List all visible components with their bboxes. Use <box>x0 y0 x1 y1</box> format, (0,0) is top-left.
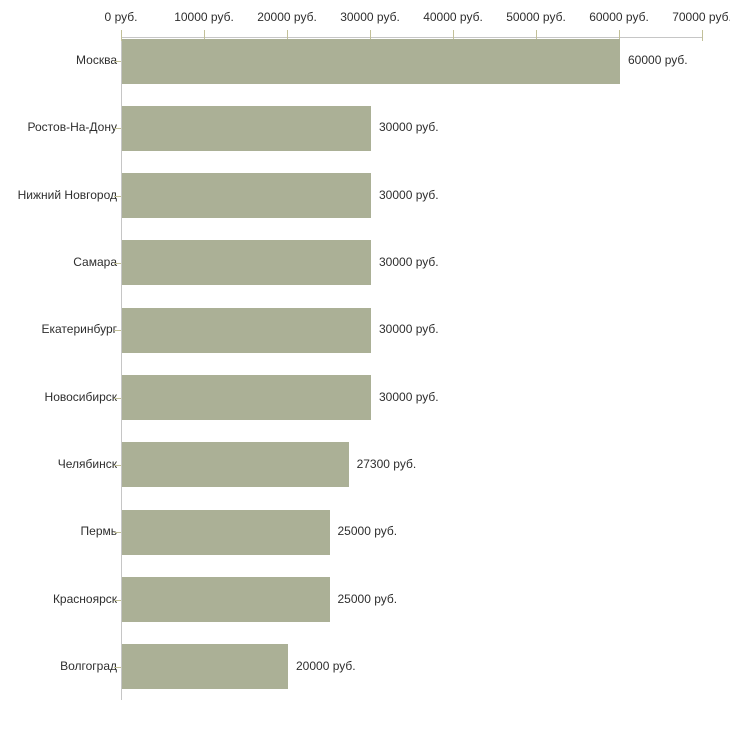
x-axis-tick-label: 70000 руб. <box>672 10 730 24</box>
bar <box>122 577 330 623</box>
x-axis-tick-label: 60000 руб. <box>589 10 649 24</box>
value-label: 25000 руб. <box>337 591 398 606</box>
bar <box>122 375 371 421</box>
category-label: Екатеринбург <box>41 322 118 337</box>
value-label: 30000 руб. <box>379 187 439 202</box>
bar <box>122 307 371 353</box>
bar <box>122 105 371 151</box>
x-axis-tick-label: 30000 руб. <box>340 10 400 24</box>
y-axis-line <box>121 37 122 700</box>
x-axis-tick <box>536 30 537 41</box>
y-axis-tick <box>114 262 121 264</box>
bar <box>122 509 330 555</box>
category-label: Самара <box>73 254 117 269</box>
x-axis-tick <box>287 30 288 41</box>
bar <box>122 240 371 286</box>
category-label: Ростов-На-Дону <box>27 120 117 135</box>
category-label: Красноярск <box>52 591 117 606</box>
bar <box>122 38 620 84</box>
x-axis-tick-label: 40000 руб. <box>423 10 483 24</box>
value-label: 20000 руб. <box>296 658 356 673</box>
value-label: 60000 руб. <box>628 53 688 67</box>
x-axis-tick <box>370 30 371 41</box>
category-label: Волгоград <box>60 658 117 673</box>
x-axis-tick-label: 20000 руб. <box>257 10 317 24</box>
bar <box>122 442 349 488</box>
value-label: 30000 руб. <box>379 322 439 337</box>
category-label: Москва <box>76 53 117 67</box>
x-axis-tick <box>453 30 454 41</box>
y-axis-tick <box>114 61 121 62</box>
y-axis-tick <box>114 532 121 534</box>
y-axis-tick <box>114 330 121 332</box>
y-axis-tick <box>114 128 121 130</box>
bar <box>122 173 371 219</box>
category-label: Нижний Новгород <box>17 187 117 202</box>
value-label: 25000 руб. <box>337 524 398 539</box>
x-axis-tick <box>702 30 703 41</box>
x-axis-tick <box>204 30 205 41</box>
x-axis-tick-label: 10000 руб. <box>174 10 234 24</box>
y-axis-tick <box>114 666 121 668</box>
value-label: 27300 руб. <box>356 456 417 471</box>
y-axis-tick <box>114 464 121 466</box>
y-axis-tick <box>114 195 121 197</box>
value-label: 30000 руб. <box>379 389 439 404</box>
y-axis-tick <box>114 397 121 399</box>
x-axis-line <box>121 37 702 38</box>
bar <box>122 644 288 690</box>
value-label: 30000 руб. <box>379 120 439 135</box>
category-label: Пермь <box>80 524 117 539</box>
x-axis-tick-label: 50000 руб. <box>506 10 566 24</box>
category-label: Челябинск <box>57 456 117 471</box>
x-axis-tick <box>619 30 620 41</box>
y-axis-tick <box>114 599 121 601</box>
x-axis-tick <box>121 30 122 41</box>
value-label: 30000 руб. <box>379 254 439 269</box>
x-axis-tick-label: 0 руб. <box>104 10 138 24</box>
category-label: Новосибирск <box>44 389 117 404</box>
